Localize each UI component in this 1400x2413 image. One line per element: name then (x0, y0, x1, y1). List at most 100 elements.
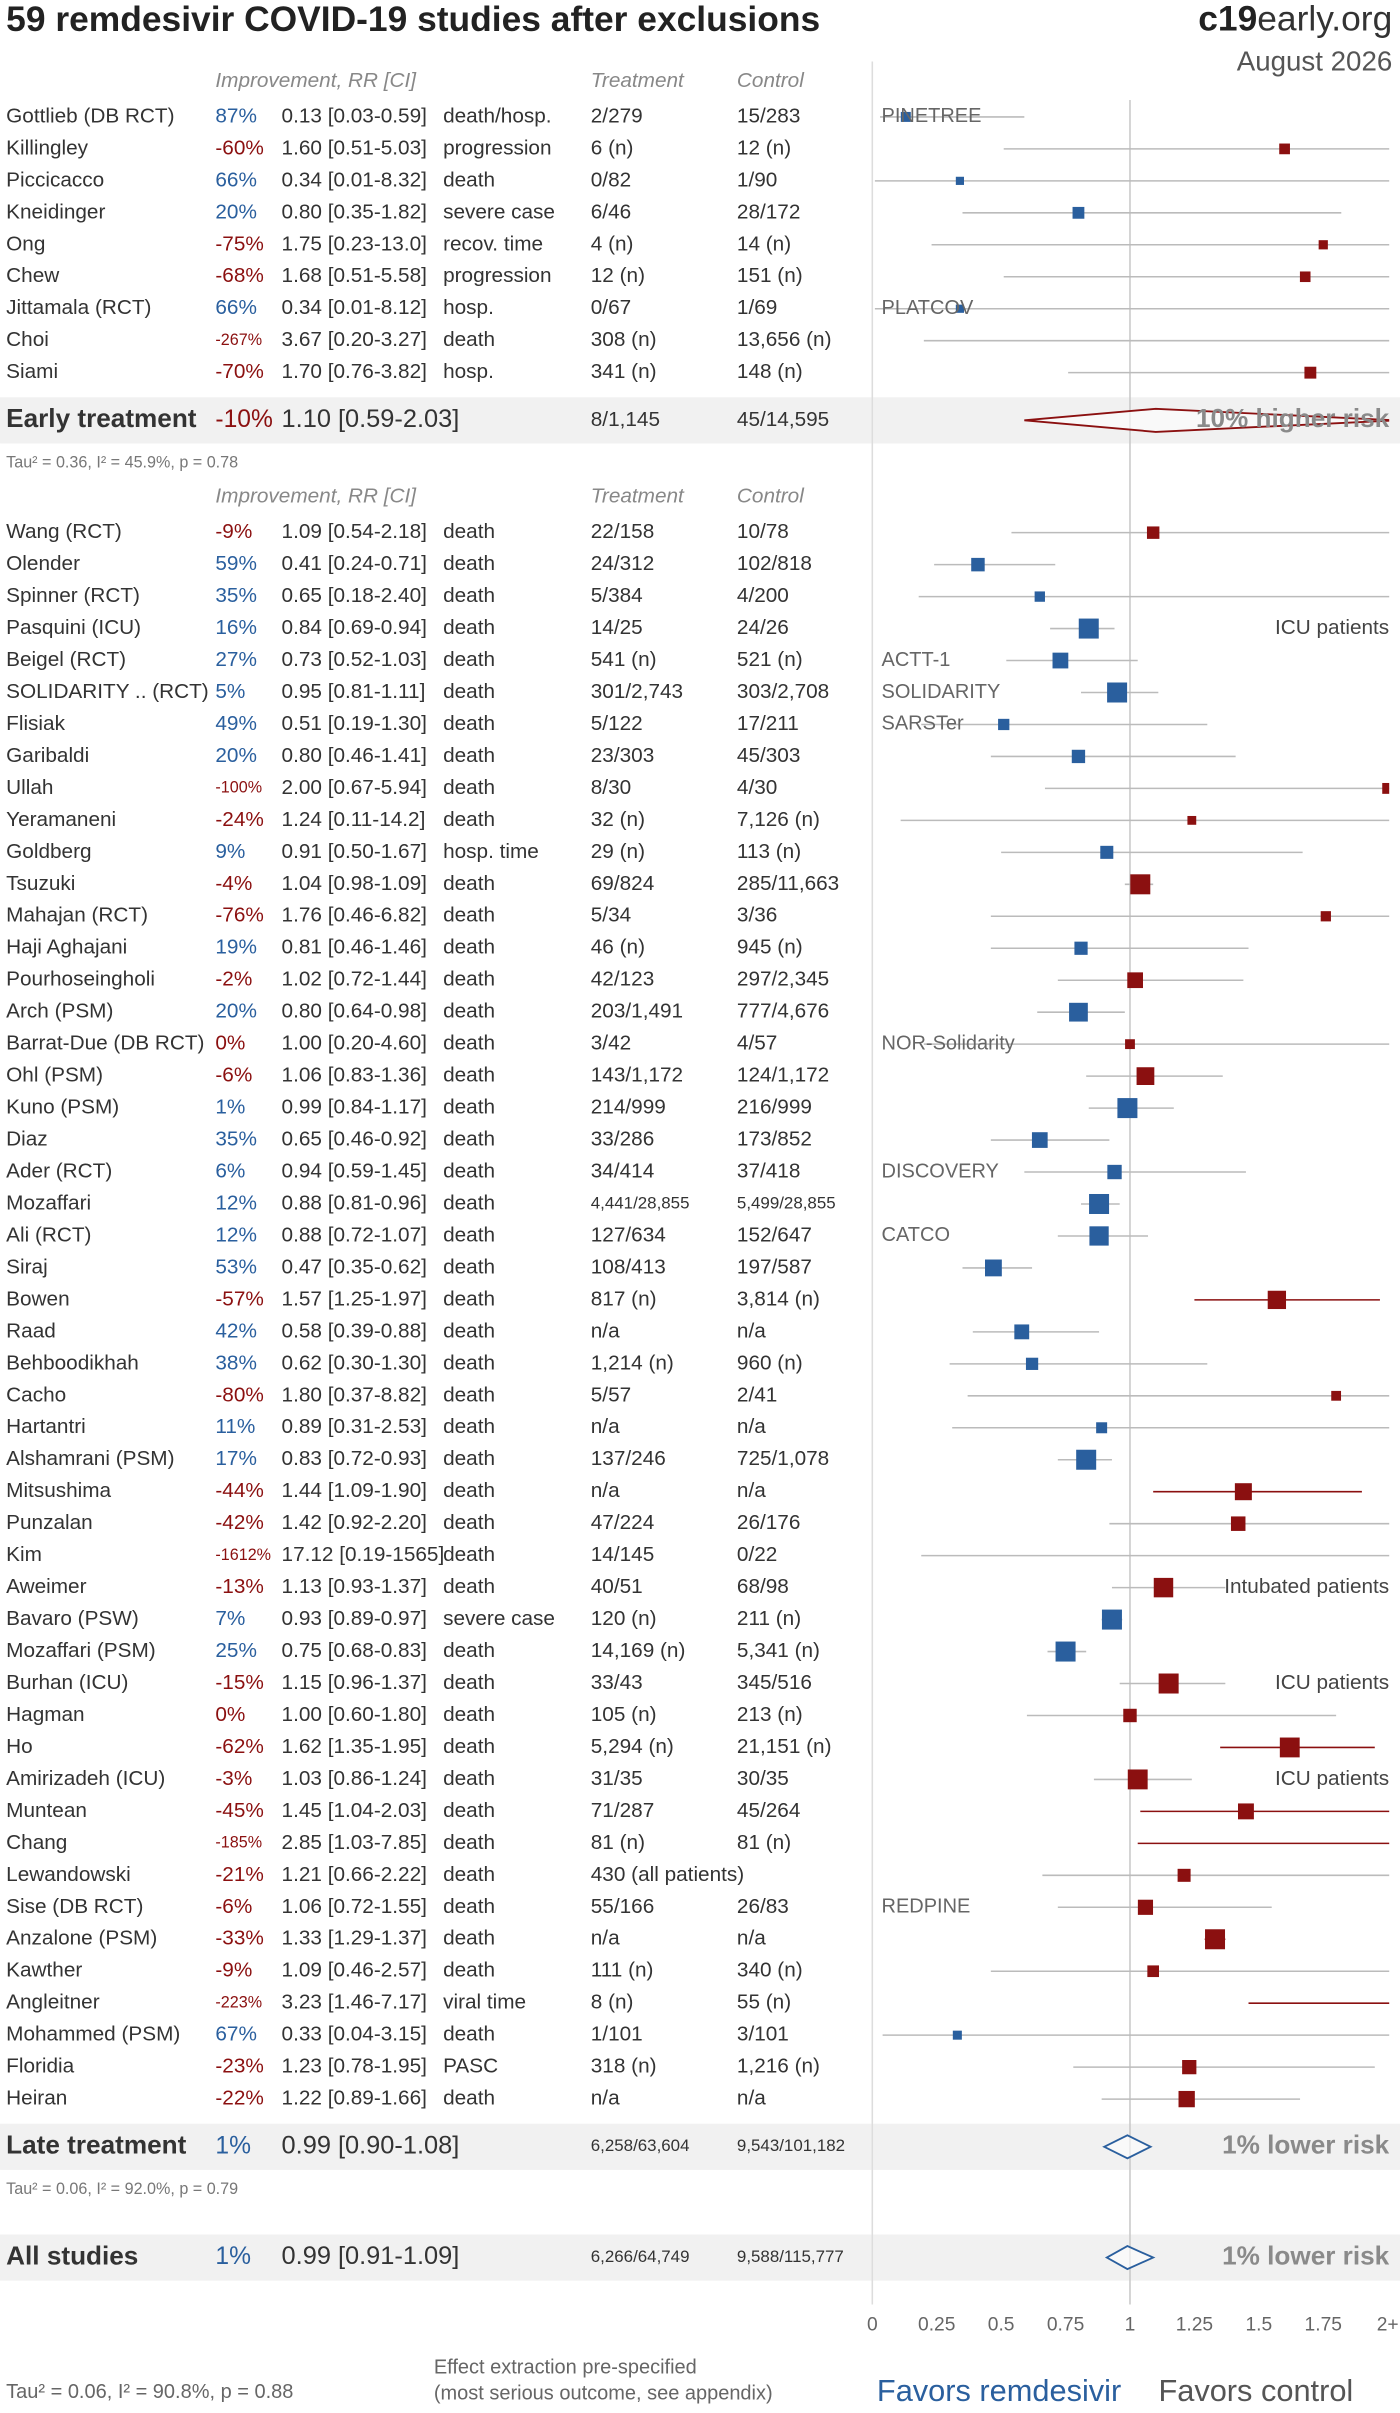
effect-marker (1279, 1737, 1300, 1758)
improvement: 67% (215, 2023, 257, 2046)
control-count: n/a (737, 1479, 766, 1502)
effect-ci: 0.33 [0.04-3.15] (282, 2023, 427, 2046)
outcome: death (443, 1799, 495, 1822)
treatment-count: 8/30 (591, 776, 631, 799)
effect-ci: 0.93 [0.89-0.97] (282, 1607, 427, 1630)
control-count: 12 (n) (737, 136, 791, 159)
control-count: 345/516 (737, 1671, 812, 1694)
column-header: Treatment (591, 69, 685, 92)
effect-marker (1031, 1132, 1048, 1148)
effect-marker (1025, 1357, 1039, 1370)
summary-control: 45/14,595 (737, 408, 829, 431)
column-header: Control (737, 69, 805, 92)
improvement: 17% (215, 1447, 257, 1470)
effect-ci: 1.04 [0.98-1.09] (282, 872, 427, 895)
study-name: Chang (6, 1831, 67, 1854)
trial-name: PINETREE (882, 105, 982, 127)
effect-ci: 0.80 [0.64-0.98] (282, 1000, 427, 1023)
trial-name: DISCOVERY (882, 1160, 999, 1182)
outcome: death (443, 1543, 495, 1566)
improvement: 19% (215, 936, 257, 959)
control-count: n/a (737, 1319, 766, 1342)
treatment-count: 0/82 (591, 168, 631, 191)
control-count: 5,341 (n) (737, 1639, 820, 1662)
population: Intubated patients (1224, 1575, 1389, 1598)
effect-ci: 1.02 [0.72-1.44] (282, 968, 427, 991)
improvement: -23% (215, 2055, 263, 2078)
effect-ci: 1.62 [1.35-1.95] (282, 1735, 427, 1758)
effect-marker (1136, 1067, 1155, 1085)
outcome: death (443, 1287, 495, 1310)
outcome: PASC (443, 2055, 498, 2078)
column-header: Improvement, RR [CI] (215, 69, 417, 92)
treatment-count: 341 (n) (591, 360, 657, 383)
control-count: 4/57 (737, 1032, 777, 1055)
effect-ci: 0.62 [0.30-1.30] (282, 1351, 427, 1374)
treatment-count: 69/824 (591, 872, 654, 895)
study-name: Gottlieb (DB RCT) (6, 104, 174, 127)
site-prefix: c19 (1198, 0, 1257, 39)
treatment-count: 81 (n) (591, 1831, 645, 1854)
x-tick-label: 0.75 (1047, 2314, 1084, 2335)
effect-ci: 1.09 [0.46-2.57] (282, 1959, 427, 1982)
summary-improvement: -10% (215, 406, 272, 433)
outcome: death (443, 1639, 495, 1662)
outcome: hosp. (443, 360, 494, 383)
improvement: -21% (215, 1863, 263, 1886)
effect-marker (998, 718, 1010, 731)
control-count: 945 (n) (737, 936, 803, 959)
control-count: 124/1,172 (737, 1064, 829, 1087)
control-count: 7,126 (n) (737, 808, 820, 831)
control-count: 13,656 (n) (737, 328, 832, 351)
control-count: 303/2,708 (737, 680, 829, 703)
effect-ci: 0.41 [0.24-0.71] (282, 552, 427, 575)
treatment-count: 4 (n) (591, 232, 634, 255)
study-name: SOLIDARITY .. (RCT) (6, 680, 209, 703)
outcome: death (443, 680, 495, 703)
improvement: -9% (215, 520, 252, 543)
study-name: Ullah (6, 776, 53, 799)
study-name: Kawther (6, 1959, 82, 1982)
study-name: Floridia (6, 2055, 74, 2078)
column-header: Control (737, 485, 805, 508)
population: ICU patients (1275, 1767, 1389, 1790)
control-count: 4/200 (737, 584, 789, 607)
effect-marker (1158, 1673, 1179, 1694)
population: ICU patients (1275, 616, 1389, 639)
effect-ci: 0.75 [0.68-0.83] (282, 1639, 427, 1662)
favors-control: Favors control (1158, 2373, 1353, 2408)
effect-marker (1123, 1708, 1137, 1723)
summary-control: 9,543/101,182 (737, 2136, 845, 2155)
favors-treatment: Favors remdesivir (877, 2373, 1121, 2408)
outcome: death (443, 1895, 495, 1918)
effect-ci: 0.94 [0.59-1.45] (282, 1160, 427, 1183)
summary-diamond (1102, 2134, 1153, 2160)
effect-ci: 3.23 [1.46-7.17] (282, 1991, 427, 2014)
effect-ci: 3.67 [0.20-3.27] (282, 328, 427, 351)
control-count: 81 (n) (737, 1831, 791, 1854)
outcome: death (443, 1319, 495, 1342)
study-name: Mozaffari (6, 1191, 91, 1214)
chart-title: 59 remdesivir COVID-19 studies after exc… (6, 0, 820, 39)
study-name: Garibaldi (6, 744, 89, 767)
outcome: death (443, 1447, 495, 1470)
outcome: death (443, 1767, 495, 1790)
x-tick-label: 1.5 (1245, 2314, 1272, 2335)
study-name: Kuno (PSM) (6, 1096, 119, 1119)
control-count: 725/1,078 (737, 1447, 829, 1470)
method-note: (most serious outcome, see appendix) (434, 2383, 773, 2405)
study-name: Tsuzuki (6, 872, 75, 895)
effect-marker (1096, 1422, 1108, 1434)
treatment-count: 33/43 (591, 1671, 643, 1694)
marks (874, 111, 1390, 2271)
effect-marker (1182, 2060, 1197, 2075)
control-count: 26/176 (737, 1511, 800, 1534)
improvement: -223% (215, 1993, 262, 2011)
study-name: Beigel (RCT) (6, 648, 126, 671)
outcome: death (443, 648, 495, 671)
improvement: -3% (215, 1767, 252, 1790)
control-count: 14 (n) (737, 232, 791, 255)
improvement: 5% (215, 680, 245, 703)
control-count: 521 (n) (737, 648, 803, 671)
